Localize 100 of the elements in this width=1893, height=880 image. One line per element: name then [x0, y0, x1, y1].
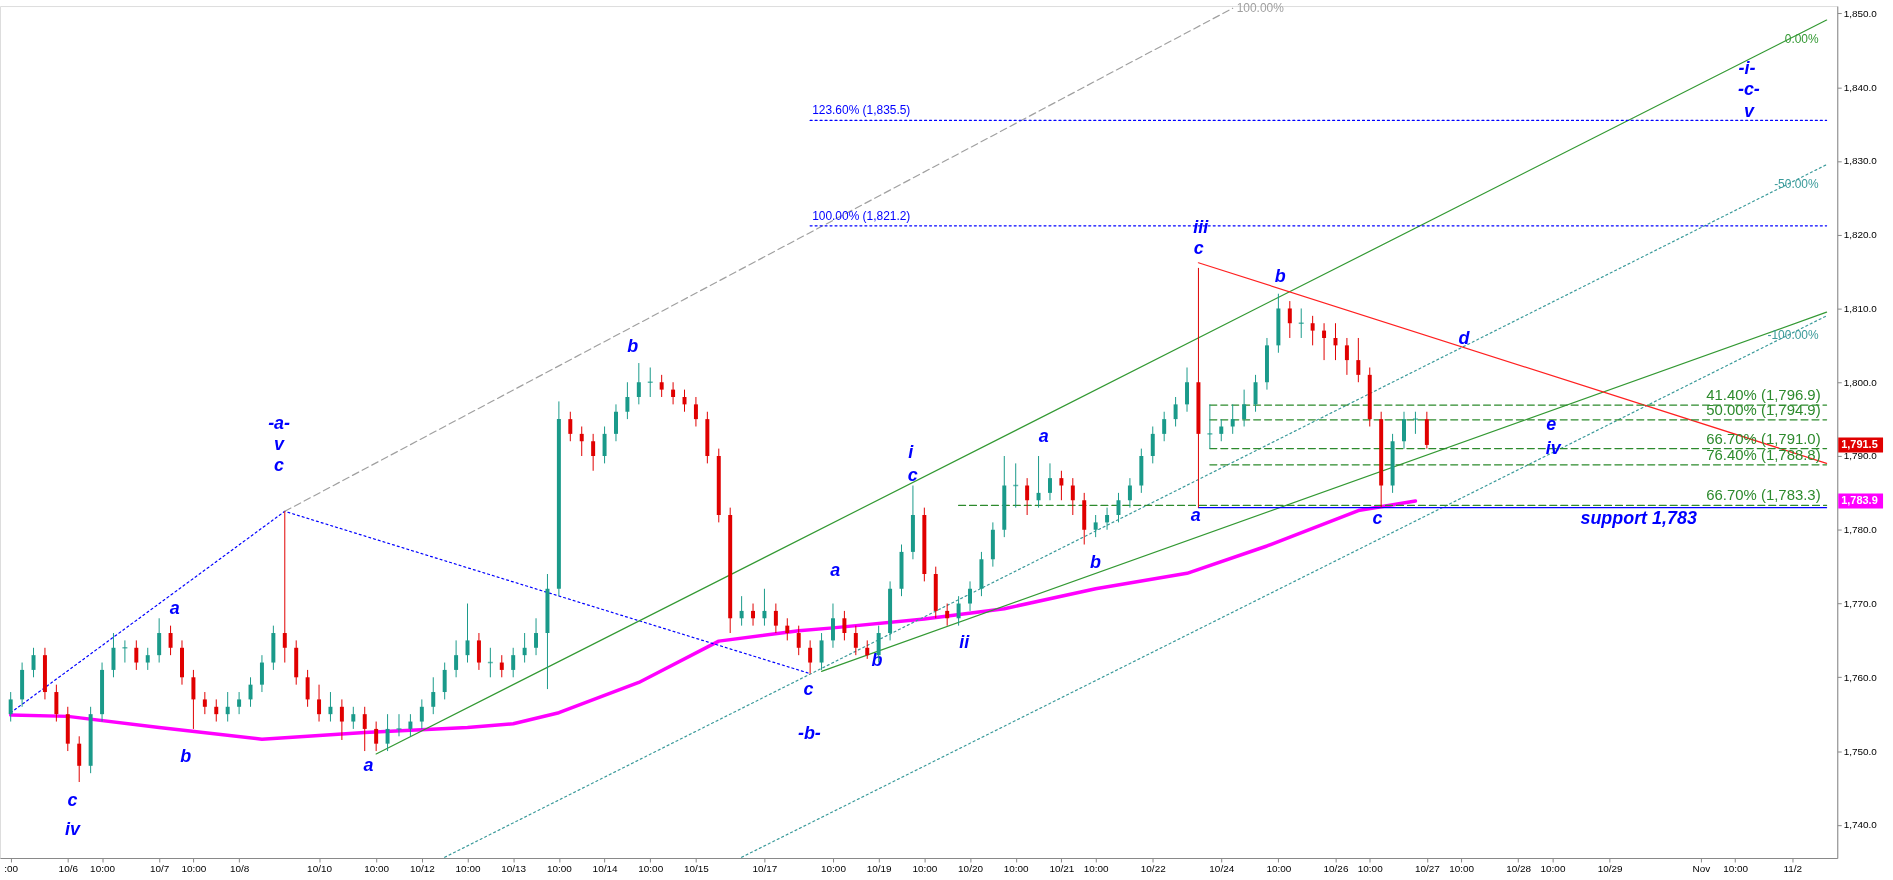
annotation: c [274, 454, 285, 475]
series-label: 66.70% (1,791.0) [1706, 429, 1821, 447]
candlestick [945, 603, 950, 627]
x-tick-label: 10:00 [455, 863, 481, 875]
annotation: a [1038, 425, 1049, 446]
x-tick-label: 10:00 [1083, 863, 1110, 875]
annotation: c [1193, 238, 1204, 259]
y-tick-label: 1,770.0 [1843, 598, 1878, 610]
candlestick [1093, 514, 1098, 538]
candlestick [773, 603, 778, 634]
text: 1,783.9 [1841, 493, 1878, 506]
candlestick [454, 639, 459, 678]
y-tick-label: 1,840.0 [1843, 81, 1878, 93]
candlestick [442, 662, 447, 700]
x-tick-label: 11/2 [1783, 863, 1803, 875]
candlestick [145, 647, 150, 671]
candlestick [168, 625, 173, 656]
annotation: v [274, 433, 286, 454]
y-tick-label: 1,790.0 [1843, 450, 1878, 462]
candlestick [157, 617, 162, 664]
y-tick-label: 1,780.0 [1843, 524, 1878, 536]
candlestick [374, 721, 379, 752]
candlestick [476, 632, 481, 671]
candlestick [602, 426, 607, 464]
candlestick [1402, 411, 1406, 450]
candlestick [1127, 477, 1132, 509]
x-tick-label: 10:00 [1723, 863, 1749, 875]
candlestick [1356, 337, 1361, 383]
candlestick [522, 632, 527, 664]
candlestick [968, 580, 973, 612]
x-tick-label: 10/10 [307, 863, 333, 875]
series-label: 66.70% (1,783.3) [1706, 486, 1821, 504]
candlestick [31, 647, 36, 678]
x-tick-label: 10/27 [1414, 863, 1441, 875]
candlestick [1207, 403, 1213, 450]
candlestick [351, 706, 356, 730]
annotation: ii [959, 631, 971, 652]
annotation: v [1743, 101, 1755, 122]
annotation: iii [1193, 217, 1210, 238]
candlestick [1162, 411, 1167, 442]
series-label: 123.60% (1,835.5) [812, 103, 911, 118]
candlestick [122, 639, 128, 664]
annotation: -b- [797, 722, 821, 743]
x-tick-label: 10/8 [229, 863, 250, 875]
candlestick [1253, 374, 1258, 413]
candlestick [1173, 396, 1178, 427]
series-label: 0.00% [1784, 31, 1819, 46]
annotation: i [908, 441, 915, 462]
candlestick [865, 639, 870, 660]
annotation: d [1458, 327, 1471, 348]
y-tick-label: 1,750.0 [1843, 745, 1878, 757]
line-series [8, 499, 1418, 741]
x-tick-label: 10/28 [1506, 863, 1532, 875]
annotation: e [1546, 414, 1557, 435]
candlestick [762, 588, 767, 627]
candlestick [647, 366, 653, 398]
candlestick [1036, 455, 1041, 509]
annotation: b [627, 335, 639, 356]
candlestick [431, 676, 436, 715]
candlestick [396, 713, 402, 737]
y-tick-label: 1,740.0 [1843, 819, 1878, 831]
annotation: c [803, 679, 814, 700]
annotation: a [1190, 505, 1201, 526]
candlestick [568, 411, 573, 442]
candlestick [796, 625, 801, 656]
x-tick-label: Nov [1692, 863, 1711, 875]
series-label: 100.00% [1236, 1, 1285, 16]
x-tick-label: 10:00 [912, 863, 938, 875]
x-tick-label: 10:00 [1266, 863, 1292, 875]
candlestick [842, 610, 847, 641]
annotation: a [363, 754, 374, 775]
candlestick [225, 691, 230, 723]
y-tick-label: 1,820.0 [1843, 229, 1878, 241]
candlestick [1287, 300, 1292, 339]
candlestick [659, 374, 664, 398]
candlestick [362, 706, 367, 752]
candlestick [636, 362, 641, 405]
annotation: c [1372, 508, 1383, 529]
candlestick [419, 698, 424, 730]
candlestick [1150, 426, 1155, 464]
x-tick-label: 10:00 [90, 863, 116, 875]
candlestick [248, 676, 253, 708]
annotation: iv [65, 819, 81, 840]
x-tick-label: 10/26 [1323, 863, 1349, 875]
candlestick [465, 603, 470, 664]
x-tick-label: 10:00 [364, 863, 390, 875]
candlestick [339, 698, 344, 741]
candlestick [8, 691, 13, 723]
candlestick [282, 510, 287, 664]
candlestick [853, 625, 858, 656]
x-tick-label: 10/13 [501, 863, 527, 875]
series-label: -50.00% [1774, 176, 1819, 191]
candlestick [54, 684, 59, 723]
x-tick-label: 10/12 [409, 863, 436, 875]
candlestick [1322, 322, 1327, 361]
x-tick-label: 10:00 [1449, 863, 1475, 875]
candlestick [408, 713, 413, 737]
candlestick [237, 691, 242, 715]
candlestick [671, 381, 676, 405]
annotation: c [67, 790, 78, 811]
